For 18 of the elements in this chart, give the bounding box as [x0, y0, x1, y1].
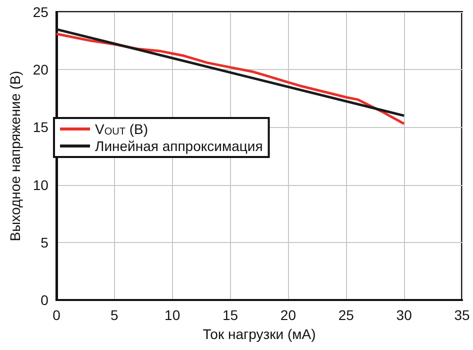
y-tick-label: 10 — [32, 176, 49, 193]
legend-label: Линейная аппроксимация — [95, 138, 263, 154]
x-tick-label: 15 — [222, 307, 238, 323]
x-tick-label: 20 — [280, 307, 296, 323]
legend-label: VOUT (B) — [95, 121, 148, 138]
x-axis-title: Ток нагрузки (мА) — [202, 326, 316, 342]
x-tick-label: 35 — [454, 307, 470, 323]
x-tick-label: 0 — [52, 307, 61, 323]
x-tick-label: 10 — [164, 307, 180, 323]
y-tick-label: 20 — [32, 62, 49, 78]
x-tick-label: 5 — [110, 307, 119, 323]
y-axis-title: Выходное напряжение (В) — [7, 70, 23, 242]
y-tick-label: 15 — [32, 119, 49, 136]
y-tick-label: 25 — [32, 4, 49, 20]
x-tick-label: 30 — [396, 307, 412, 323]
y-tick-label: 5 — [40, 234, 49, 250]
x-tick-label: 25 — [338, 307, 354, 323]
y-tick-label: 0 — [40, 292, 49, 308]
